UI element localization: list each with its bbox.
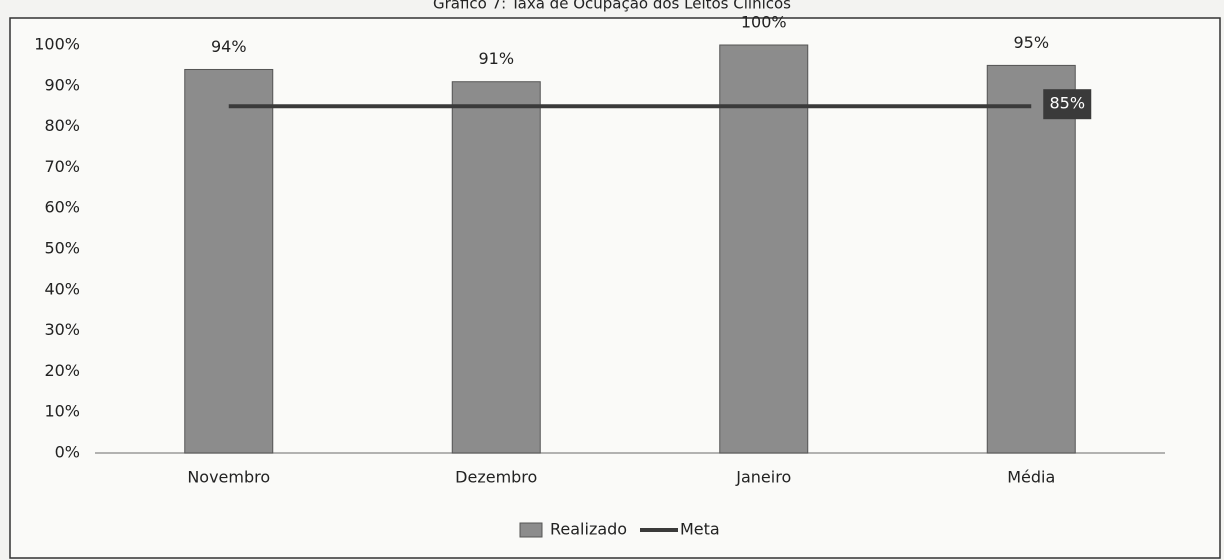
data-label: 85% xyxy=(1049,94,1085,113)
data-label: 94% xyxy=(211,37,247,56)
y-tick-label: 70% xyxy=(44,157,80,176)
data-label: 95% xyxy=(1013,33,1049,52)
data-label: 91% xyxy=(478,49,514,68)
y-tick-label: 10% xyxy=(44,402,80,421)
x-tick-label: Janeiro xyxy=(735,468,791,487)
bar xyxy=(451,81,541,454)
y-tick-label: 20% xyxy=(44,361,80,380)
y-tick-label: 60% xyxy=(44,198,80,217)
x-tick-label: Novembro xyxy=(187,468,270,487)
legend-label: Meta xyxy=(680,520,720,539)
y-tick-label: 100% xyxy=(34,35,80,54)
data-label-box xyxy=(1043,89,1092,120)
data-label: 100% xyxy=(741,13,787,32)
x-tick-label: Dezembro xyxy=(455,468,537,487)
y-tick-label: 40% xyxy=(44,279,80,298)
bar xyxy=(184,68,274,454)
bar xyxy=(986,64,1076,454)
y-tick-label: 90% xyxy=(44,75,80,94)
y-tick-label: 30% xyxy=(44,320,80,339)
bar xyxy=(719,44,809,454)
legend-label: Realizado xyxy=(550,520,627,539)
y-tick-label: 0% xyxy=(55,443,80,462)
x-tick-label: Média xyxy=(1007,468,1055,487)
y-tick-label: 80% xyxy=(44,116,80,135)
legend-swatch xyxy=(519,522,543,538)
chart-title: Gráfico 7: Taxa de Ocupação dos Leitos C… xyxy=(433,0,791,13)
y-tick-label: 50% xyxy=(44,239,80,258)
